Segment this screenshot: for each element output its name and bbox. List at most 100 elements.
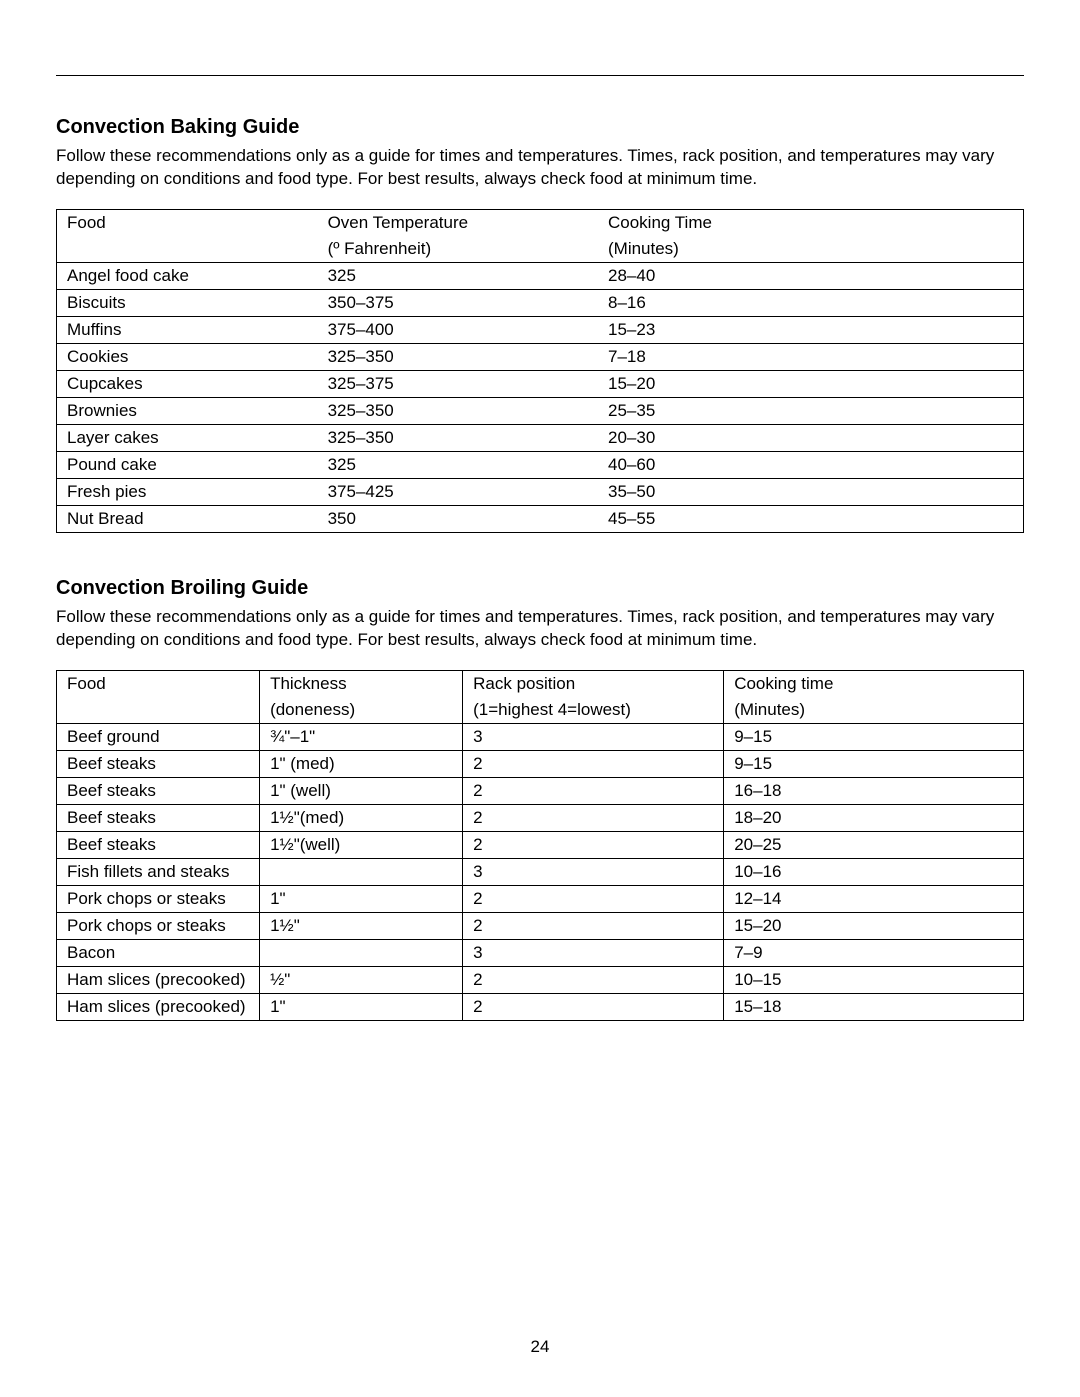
cell-thickness: 1" xyxy=(260,993,463,1020)
table-subheader-row: (º Fahrenheit) (Minutes) xyxy=(57,236,1024,263)
cell-temp: 375–425 xyxy=(318,478,598,505)
table-row: Muffins375–40015–23 xyxy=(57,316,1024,343)
col-sub-food xyxy=(57,697,260,724)
cell-food: Fish fillets and steaks xyxy=(57,858,260,885)
cell-time: 9–15 xyxy=(724,750,1024,777)
table-row: Pork chops or steaks1½"215–20 xyxy=(57,912,1024,939)
cell-time: 15–20 xyxy=(598,370,1024,397)
cell-time: 15–23 xyxy=(598,316,1024,343)
page-number: 24 xyxy=(0,1337,1080,1357)
cell-rack: 3 xyxy=(463,939,724,966)
table-row: Beef steaks1" (med)29–15 xyxy=(57,750,1024,777)
top-horizontal-rule xyxy=(56,75,1024,76)
cell-temp: 325–350 xyxy=(318,424,598,451)
col-sub-time: (Minutes) xyxy=(598,236,1024,263)
table-row: Ham slices (precooked)½"210–15 xyxy=(57,966,1024,993)
table-header-row: Food Oven Temperature Cooking Time xyxy=(57,209,1024,236)
cell-time: 20–25 xyxy=(724,831,1024,858)
cell-food: Beef steaks xyxy=(57,777,260,804)
cell-thickness: ½" xyxy=(260,966,463,993)
cell-thickness: 1½"(well) xyxy=(260,831,463,858)
cell-rack: 2 xyxy=(463,777,724,804)
cell-time: 7–18 xyxy=(598,343,1024,370)
table-row: Fish fillets and steaks310–16 xyxy=(57,858,1024,885)
cell-food: Cookies xyxy=(57,343,318,370)
col-header-temp: Oven Temperature xyxy=(318,209,598,236)
cell-food: Beef steaks xyxy=(57,831,260,858)
table-row: Cookies325–3507–18 xyxy=(57,343,1024,370)
cell-thickness xyxy=(260,939,463,966)
col-header-thickness: Thickness xyxy=(260,670,463,697)
cell-thickness xyxy=(260,858,463,885)
table-row: Ham slices (precooked)1"215–18 xyxy=(57,993,1024,1020)
cell-time: 28–40 xyxy=(598,262,1024,289)
table-row: Beef steaks1½"(well)220–25 xyxy=(57,831,1024,858)
cell-food: Muffins xyxy=(57,316,318,343)
cell-temp: 325–350 xyxy=(318,343,598,370)
col-sub-thickness: (doneness) xyxy=(260,697,463,724)
cell-food: Fresh pies xyxy=(57,478,318,505)
col-sub-time: (Minutes) xyxy=(724,697,1024,724)
cell-time: 35–50 xyxy=(598,478,1024,505)
broiling-table: Food Thickness Rack position Cooking tim… xyxy=(56,670,1024,1021)
cell-food: Beef steaks xyxy=(57,750,260,777)
table-row: Bacon 37–9 xyxy=(57,939,1024,966)
table-row: Beef ground¾"–1"39–15 xyxy=(57,723,1024,750)
cell-rack: 2 xyxy=(463,966,724,993)
col-header-time: Cooking time xyxy=(724,670,1024,697)
cell-food: Bacon xyxy=(57,939,260,966)
col-header-rack: Rack position xyxy=(463,670,724,697)
table-header-row: Food Thickness Rack position Cooking tim… xyxy=(57,670,1024,697)
cell-thickness: 1½"(med) xyxy=(260,804,463,831)
table-subheader-row: (doneness) (1=highest 4=lowest) (Minutes… xyxy=(57,697,1024,724)
table-row: Fresh pies375–42535–50 xyxy=(57,478,1024,505)
cell-thickness: 1½" xyxy=(260,912,463,939)
cell-rack: 2 xyxy=(463,912,724,939)
cell-time: 12–14 xyxy=(724,885,1024,912)
cell-temp: 350 xyxy=(318,505,598,532)
baking-title: Convection Baking Guide xyxy=(56,116,1024,139)
cell-rack: 2 xyxy=(463,750,724,777)
cell-time: 18–20 xyxy=(724,804,1024,831)
col-header-food: Food xyxy=(57,670,260,697)
cell-rack: 3 xyxy=(463,858,724,885)
cell-rack: 2 xyxy=(463,831,724,858)
cell-temp: 350–375 xyxy=(318,289,598,316)
baking-table: Food Oven Temperature Cooking Time (º Fa… xyxy=(56,209,1024,533)
cell-time: 8–16 xyxy=(598,289,1024,316)
cell-food: Pound cake xyxy=(57,451,318,478)
col-sub-rack: (1=highest 4=lowest) xyxy=(463,697,724,724)
cell-time: 9–15 xyxy=(724,723,1024,750)
cell-temp: 325–350 xyxy=(318,397,598,424)
table-row: Brownies325–35025–35 xyxy=(57,397,1024,424)
cell-temp: 325 xyxy=(318,451,598,478)
cell-temp: 325–375 xyxy=(318,370,598,397)
cell-time: 16–18 xyxy=(724,777,1024,804)
table-row: Beef steaks1" (well)216–18 xyxy=(57,777,1024,804)
cell-rack: 3 xyxy=(463,723,724,750)
cell-food: Beef steaks xyxy=(57,804,260,831)
cell-rack: 2 xyxy=(463,993,724,1020)
table-row: Pound cake32540–60 xyxy=(57,451,1024,478)
cell-rack: 2 xyxy=(463,804,724,831)
cell-food: Brownies xyxy=(57,397,318,424)
cell-food: Ham slices (precooked) xyxy=(57,993,260,1020)
cell-rack: 2 xyxy=(463,885,724,912)
cell-food: Ham slices (precooked) xyxy=(57,966,260,993)
cell-food: Biscuits xyxy=(57,289,318,316)
baking-section: Convection Baking Guide Follow these rec… xyxy=(56,116,1024,533)
cell-time: 7–9 xyxy=(724,939,1024,966)
cell-thickness: 1" (med) xyxy=(260,750,463,777)
cell-food: Pork chops or steaks xyxy=(57,912,260,939)
col-header-food: Food xyxy=(57,209,318,236)
table-row: Cupcakes325–37515–20 xyxy=(57,370,1024,397)
table-row: Nut Bread35045–55 xyxy=(57,505,1024,532)
cell-food: Angel food cake xyxy=(57,262,318,289)
cell-time: 25–35 xyxy=(598,397,1024,424)
cell-food: Nut Bread xyxy=(57,505,318,532)
broiling-title: Convection Broiling Guide xyxy=(56,577,1024,600)
cell-time: 15–20 xyxy=(724,912,1024,939)
broiling-section: Convection Broiling Guide Follow these r… xyxy=(56,577,1024,1021)
cell-time: 45–55 xyxy=(598,505,1024,532)
cell-temp: 325 xyxy=(318,262,598,289)
